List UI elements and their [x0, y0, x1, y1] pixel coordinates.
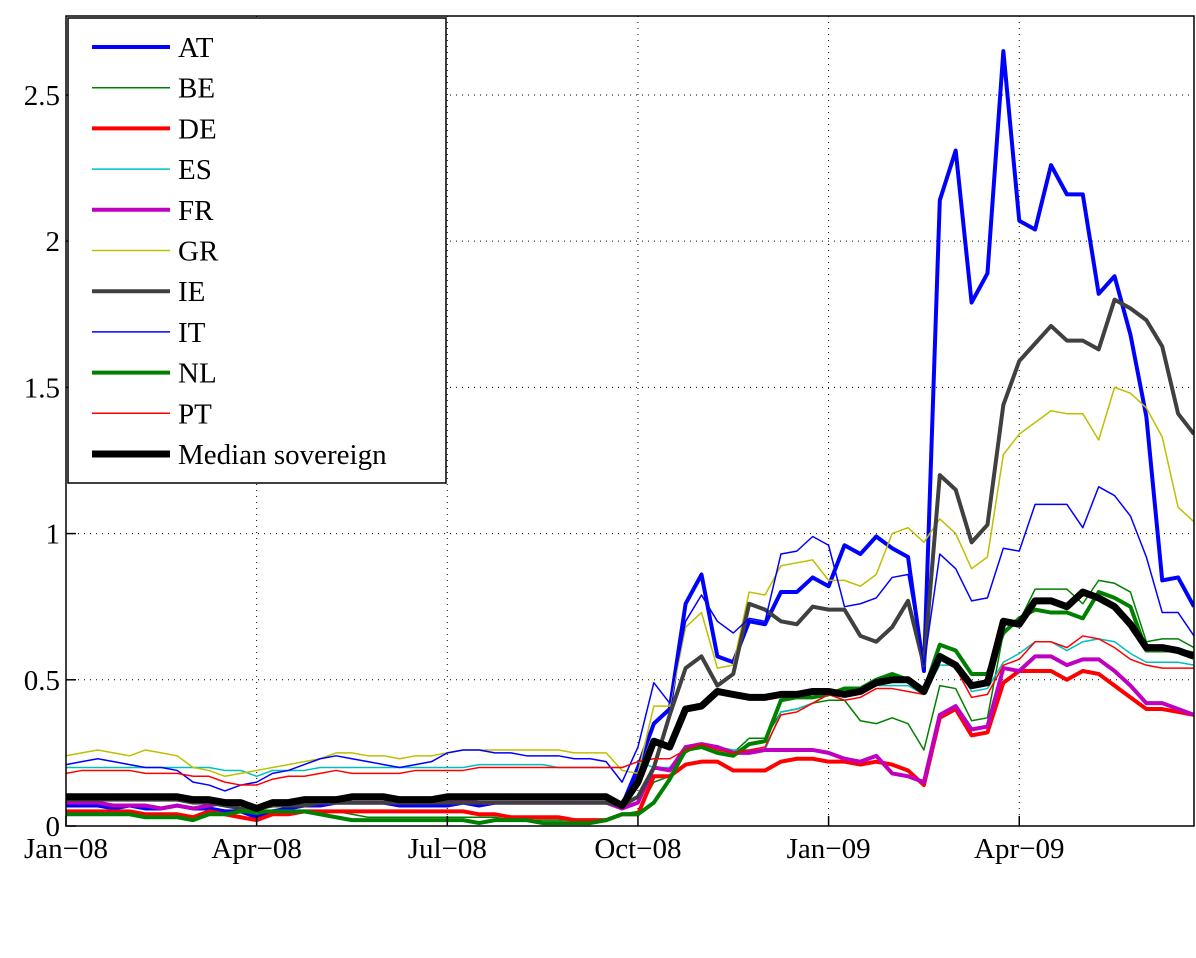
- y-tick-label: 1: [46, 519, 61, 551]
- y-tick-label: 2: [46, 226, 61, 258]
- y-tick-label: 0: [46, 811, 61, 843]
- lines: [66, 49, 1194, 826]
- y-tick-label: 1.5: [24, 372, 60, 404]
- legend-label: Median sovereign: [178, 439, 387, 471]
- legend-label: IE: [178, 276, 205, 308]
- x-tick-label: Jan−09: [787, 833, 871, 865]
- legend: AT BE DE ES FR GR IE IT NL PT Median sovereign: [67, 17, 447, 484]
- legend-label: BE: [178, 73, 215, 105]
- legend-label: IT: [178, 317, 206, 349]
- y-tick-label: 2.5: [24, 80, 60, 112]
- series-line: [66, 49, 1194, 820]
- series-line: [66, 386, 1194, 778]
- legend-label: AT: [178, 32, 214, 64]
- legend-label: ES: [178, 154, 212, 186]
- x-tick-label: Apr−09: [974, 833, 1064, 865]
- x-tick-label: Jul−08: [408, 833, 487, 865]
- legend-label: FR: [178, 195, 214, 227]
- y-tick-label: 0.5: [24, 665, 60, 697]
- x-tick-label: Apr−08: [211, 833, 301, 865]
- legend-label: GR: [178, 236, 219, 268]
- legend-label: NL: [178, 358, 217, 390]
- series-line: [66, 588, 1194, 812]
- x-tick-label: Jan−08: [24, 833, 108, 865]
- series-line: [66, 590, 1194, 826]
- legend-label: DE: [178, 113, 217, 145]
- x-tick-label: Oct−08: [594, 833, 681, 865]
- series-line: [66, 635, 1194, 786]
- plot-frame: [65, 15, 1195, 827]
- ticks: 0 0.5 1 1.5 2 2.5 Jan−08 Apr−08 Jul−08 Oct−08 Jan−…: [24, 80, 1065, 865]
- legend-label: PT: [178, 398, 212, 430]
